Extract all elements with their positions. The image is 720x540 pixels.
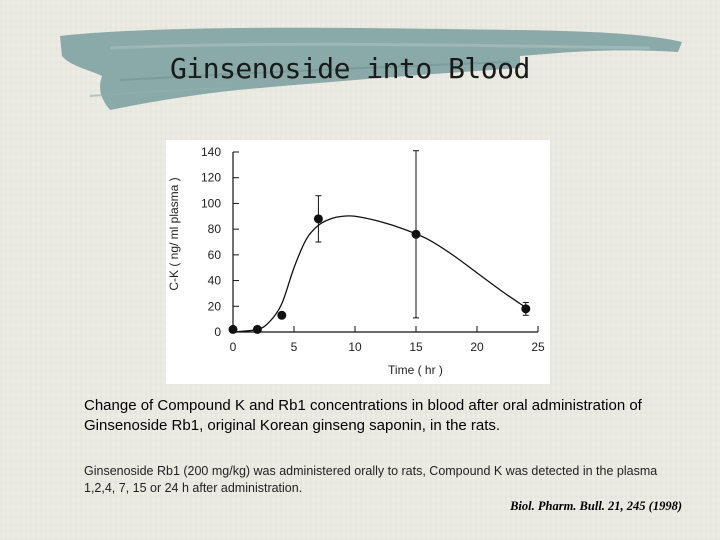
y-tick-label: 100: [201, 196, 221, 210]
x-tick-label: 10: [348, 340, 362, 354]
y-tick-label: 20: [208, 299, 222, 313]
chart-panel: 0 20 40 60 80 100 120 140 0 5 10 15 20 25 Time ( hr ) C…: [166, 140, 550, 384]
data-point: [252, 324, 262, 334]
title-brush-stroke: [60, 27, 682, 110]
y-tick-label: 60: [208, 248, 222, 262]
data-point: [313, 214, 323, 224]
y-tick-label: 40: [208, 274, 222, 288]
fitted-curve: [232, 215, 527, 333]
x-tick-label: 0: [230, 340, 237, 354]
data-point: [277, 310, 287, 320]
data-point: [521, 304, 531, 314]
pharmacokinetic-chart: 0 20 40 60 80 100 120 140 0 5 10 15 20 25 Time ( hr ) C…: [167, 145, 545, 377]
y-tick-label: 140: [201, 145, 221, 159]
slide-title: Ginsenoside into Blood: [170, 52, 530, 85]
x-tick-label: 5: [291, 340, 298, 354]
y-tick-label: 0: [214, 325, 221, 339]
x-tick-label: 25: [531, 340, 545, 354]
x-tick-label: 20: [470, 340, 484, 354]
data-point: [411, 229, 421, 239]
figure-detail-text: Ginsenoside Rb1 (200 mg/kg) was administ…: [84, 464, 658, 495]
citation: Biol. Pharm. Bull. 21, 245 (1998): [510, 499, 682, 513]
y-tick-label: 80: [208, 222, 222, 236]
data-point: [228, 324, 238, 334]
y-tick-label: 120: [201, 171, 221, 185]
x-axis-title: Time ( hr ): [388, 363, 443, 377]
y-axis-title: C-K ( ng/ ml plasma ): [167, 177, 181, 290]
x-tick-label: 15: [409, 340, 423, 354]
figure-caption: Change of Compound K and Rb1 concentrati…: [84, 397, 642, 434]
